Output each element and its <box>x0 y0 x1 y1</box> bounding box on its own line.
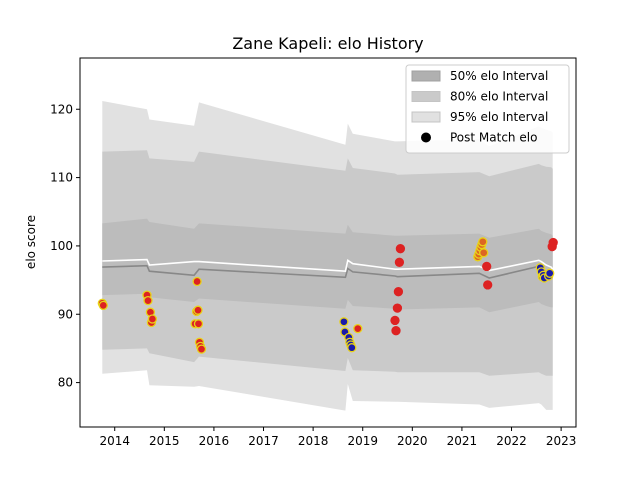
x-tick-label: 2014 <box>99 434 130 448</box>
post-match-point <box>143 295 153 306</box>
interval-bands <box>102 101 553 411</box>
legend-box <box>405 64 570 154</box>
y-tick-label: 90 <box>58 307 73 321</box>
x-tick-label: 2018 <box>298 434 329 448</box>
post-match-point <box>479 248 489 258</box>
x-tick-label: 2022 <box>496 434 527 448</box>
mean-line <box>102 258 554 273</box>
legend: 50% elo Interval 80% elo Interval 95% elo … <box>405 64 570 154</box>
post-match-point <box>193 305 203 315</box>
post-match-point <box>196 344 207 354</box>
y-tick-label: 120 <box>50 102 73 116</box>
post-match-point <box>483 280 493 290</box>
y-tick-label: 100 <box>50 239 73 253</box>
x-tick-label: 2023 <box>546 434 577 448</box>
y-axis-label: elo score <box>24 215 38 269</box>
post-match-point <box>390 315 400 326</box>
y-tick-label: 80 <box>58 376 73 390</box>
legend-label: 50% elo Interval <box>450 69 548 83</box>
band-50 <box>102 218 553 313</box>
post-match-point <box>193 319 204 329</box>
legend-swatch <box>411 70 441 82</box>
x-tick-label: 2015 <box>149 434 180 448</box>
post-match-point <box>545 268 555 278</box>
post-match-point <box>391 326 401 336</box>
post-match-point <box>347 343 357 353</box>
x-tick-label: 2020 <box>397 434 428 448</box>
post-match-point <box>394 257 405 267</box>
post-match-point <box>192 276 202 287</box>
post-match-point <box>482 261 492 272</box>
legend-label: 95% elo Interval <box>450 110 548 124</box>
legend-swatch <box>411 91 441 102</box>
post-match-point <box>395 244 406 254</box>
post-match-point <box>392 303 403 313</box>
plot-frame <box>79 57 577 428</box>
x-axis-ticks: 2014 2015 2016 2017 2018 2019 2020 2021 2022 2023 <box>99 427 576 448</box>
chart-title: Zane Kapeli: elo History <box>232 34 423 53</box>
post-match-point <box>353 323 363 334</box>
x-tick-label: 2021 <box>447 434 478 448</box>
post-match-point <box>548 237 558 248</box>
post-match-point <box>339 317 349 327</box>
x-tick-label: 2017 <box>248 434 279 448</box>
legend-marker <box>421 132 431 143</box>
legend-label: 80% elo Interval <box>450 90 548 104</box>
y-tick-label: 110 <box>50 171 73 185</box>
post-match-point <box>393 287 404 297</box>
y-axis-ticks: 80 90 100 110 120 <box>50 102 80 390</box>
post-match-point <box>98 300 108 311</box>
legend-label: Post Match elo <box>450 131 537 145</box>
post-match-point <box>478 237 488 247</box>
post-match-point <box>147 314 158 324</box>
x-tick-label: 2016 <box>199 434 230 448</box>
x-tick-label: 2019 <box>347 434 378 448</box>
legend-swatch <box>411 111 441 123</box>
post-match-points <box>97 237 558 354</box>
